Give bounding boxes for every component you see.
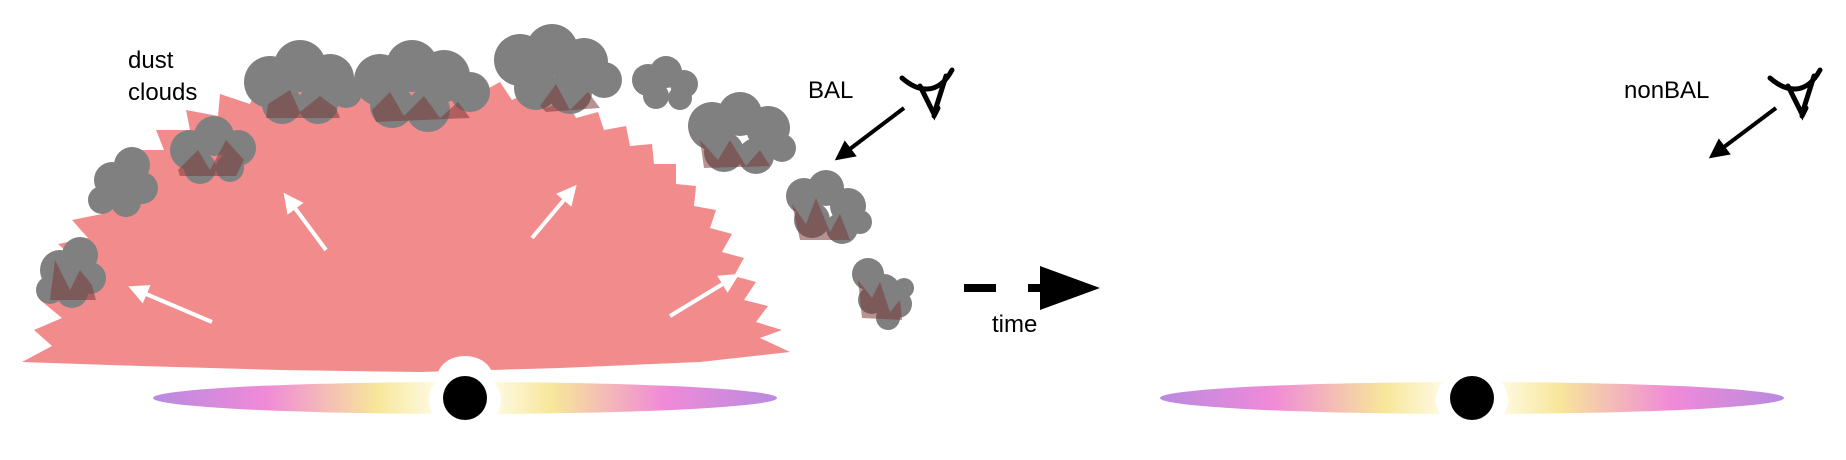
dust-cloud-10: [852, 258, 914, 330]
dust-cloud-9: [786, 170, 872, 244]
outflow-arrow: [668, 273, 740, 318]
eye-icon: [899, 67, 955, 121]
black-hole: [1450, 376, 1494, 420]
outflow-arrow: [530, 184, 577, 240]
outflow-arrow: [283, 192, 328, 252]
eye-icon: [1767, 67, 1823, 121]
dust-cloud-6: [494, 24, 622, 114]
right-panel: nonBAL: [1160, 67, 1823, 430]
accretion-disk-left: [153, 356, 777, 430]
line-of-sight-arrow: [1708, 106, 1778, 159]
left-panel: dust clouds BAL: [22, 24, 955, 430]
line-of-sight-arrow: [834, 106, 906, 161]
dust-cloud-2: [88, 147, 158, 217]
dust-label-line1: dust: [128, 47, 174, 74]
outflow-arrows: [128, 184, 740, 324]
dust-cloud-8: [688, 92, 796, 174]
dust-cloud-4: [244, 40, 362, 124]
time-label: time: [992, 311, 1037, 338]
dust-label-line2: clouds: [128, 79, 197, 106]
bal-label: BAL: [808, 77, 853, 104]
nonbal-label: nonBAL: [1624, 77, 1709, 104]
dust-cloud-1: [36, 237, 106, 308]
accretion-disk-right: [1160, 370, 1784, 430]
time-arrow: time: [964, 266, 1100, 338]
black-hole: [443, 376, 487, 420]
dust-cloud-3: [170, 116, 256, 184]
dust-cloud-7: [632, 56, 698, 110]
outflow-arrow: [128, 285, 213, 324]
dust-cloud-5: [354, 40, 490, 132]
